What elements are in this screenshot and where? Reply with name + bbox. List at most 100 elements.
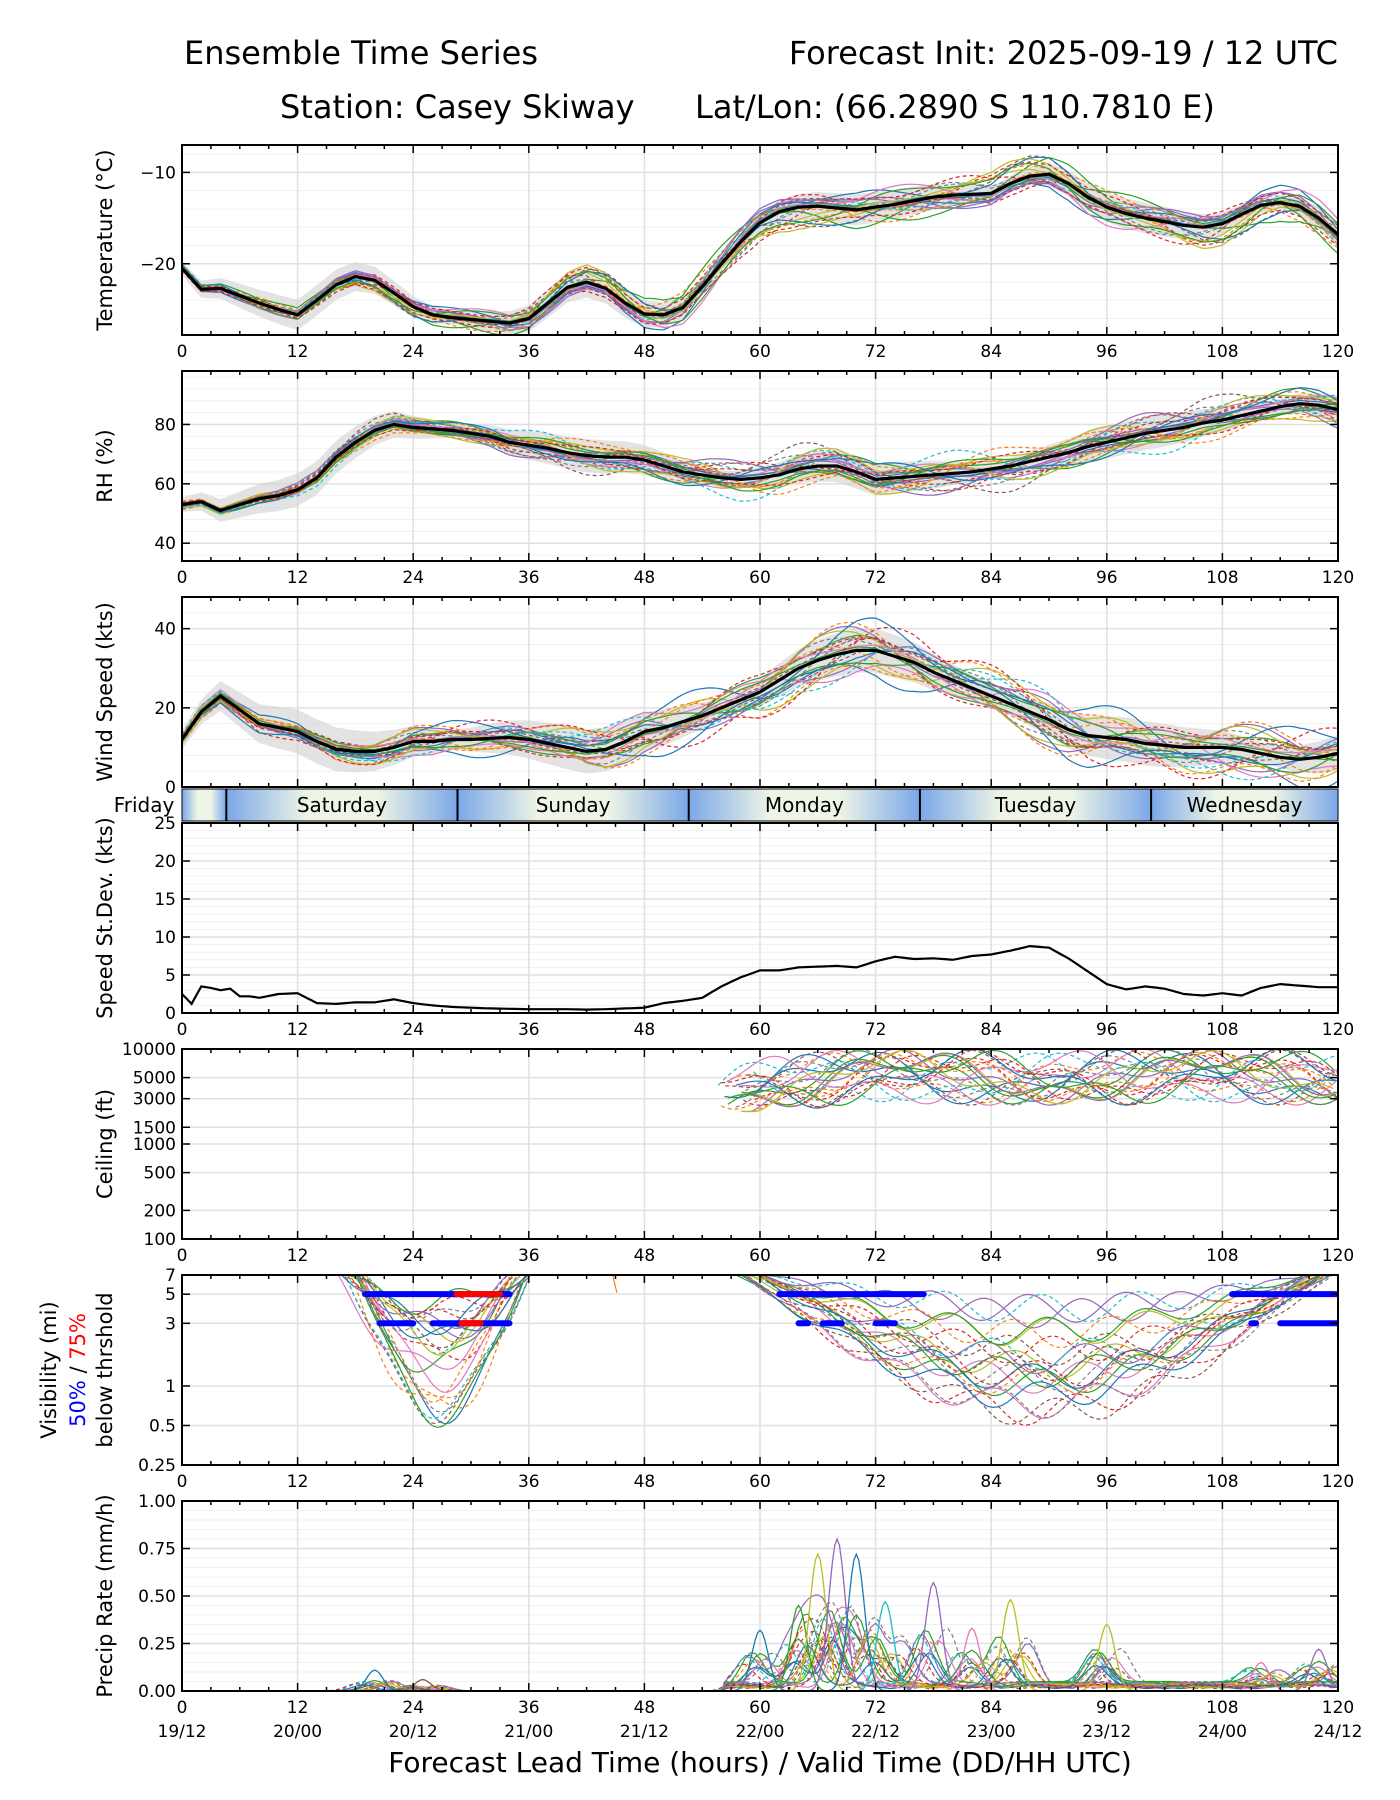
panel-precip_rate: 0.00 0.25 0.50 0.75 1.00 0 12 24 36 48 60 72 84 96 108… <box>93 1492 1363 1742</box>
x-tick-label: 36 <box>518 1698 540 1718</box>
precip-peak <box>856 1600 915 1691</box>
y-tick-label: 100 <box>144 1230 176 1250</box>
ensemble-member-line <box>182 637 1338 780</box>
ensemble-member-line <box>182 174 1338 325</box>
threshold-label: below thrshold <box>93 1292 117 1447</box>
ensemble-member-line <box>182 162 1338 325</box>
y-tick-label: 0 <box>165 1004 176 1024</box>
day-label: Friday <box>114 793 175 817</box>
precip-peak <box>1289 1648 1338 1691</box>
x-axis: 0 12 24 36 48 60 72 84 96 108 120 <box>177 823 1354 1040</box>
valid-time-label: 23/12 <box>1082 1722 1131 1742</box>
precip-peak <box>808 1537 867 1691</box>
x-tick-label: 36 <box>518 568 540 588</box>
day-segment <box>457 789 689 821</box>
station-latlon: Lat/Lon: (66.2890 S 110.7810 E) <box>695 88 1215 126</box>
day-segment <box>226 789 458 821</box>
plot-area <box>337 1275 1338 1429</box>
visibility-member-line <box>754 1275 1322 1323</box>
x-tick-label: 24 <box>402 1472 424 1492</box>
ceiling-member-line <box>741 1050 1335 1107</box>
threshold-legend: 50% / 75% <box>66 1313 90 1427</box>
ensemble-member-line <box>182 393 1338 513</box>
y-tick-label: 5 <box>165 966 176 986</box>
visibility-member-line <box>757 1275 1322 1388</box>
x-tick-label: 0 <box>177 1020 188 1040</box>
y-tick-label: 1.00 <box>138 1492 176 1512</box>
figure-header: Ensemble Time Series Forecast Init: 2025… <box>184 34 1338 126</box>
ceiling-member-line <box>748 1052 1337 1108</box>
valid-time-label: 23/00 <box>967 1722 1016 1742</box>
valid-time-label: 19/12 <box>158 1722 207 1742</box>
plot-area <box>182 944 1338 1011</box>
x-tick-label: 120 <box>1322 1246 1354 1266</box>
x-axis: 0 12 24 36 48 60 72 84 96 108 120 <box>177 1275 1354 1492</box>
ensemble-member-line <box>182 646 1338 773</box>
x-tick-label: 84 <box>980 1472 1002 1492</box>
x-tick-label: 0 <box>177 342 188 362</box>
day-segment <box>1151 789 1338 821</box>
valid-time-label: 24/00 <box>1198 1722 1247 1742</box>
y-tick-label: 0.5 <box>149 1416 176 1436</box>
x-tick-label: 12 <box>287 1698 309 1718</box>
y-axis-label: Wind Speed (kts) <box>93 602 117 782</box>
y-tick-label: 0.75 <box>138 1540 176 1560</box>
x-tick-label: 96 <box>1096 1472 1118 1492</box>
x-tick-label: 48 <box>634 342 656 362</box>
x-tick-label: 48 <box>634 1246 656 1266</box>
ensemble-member-line <box>182 394 1338 515</box>
visibility-member-line <box>337 1275 511 1371</box>
y-tick-label: 40 <box>154 620 176 640</box>
ceiling-member-line <box>743 1053 1337 1106</box>
plot-area <box>182 387 1338 522</box>
grid <box>181 822 1339 1014</box>
y-tick-label: 0.25 <box>138 1635 176 1655</box>
visibility-member-line <box>756 1275 1319 1349</box>
day-segment <box>182 789 227 821</box>
visibility-member-line <box>741 1275 1332 1419</box>
x-axis: 0 12 24 36 48 60 72 84 96 108 120 19/12 20/00 20/12 21… <box>158 1501 1363 1742</box>
valid-time-label: 22/00 <box>736 1722 785 1742</box>
ceiling-member-line <box>745 1049 1338 1106</box>
ensemble-member-line <box>182 637 1338 764</box>
x-tick-label: 108 <box>1206 342 1238 362</box>
y-tick-label: 5 <box>165 1285 176 1305</box>
x-axis: 0 12 24 36 48 60 72 84 96 108 120 <box>177 371 1354 588</box>
x-tick-label: 12 <box>287 342 309 362</box>
panel-relative_humidity: 40 60 80 0 12 24 36 48 60 72 84 96 108 120 RH (%) <box>93 370 1354 588</box>
y-tick-label: 25 <box>154 814 176 834</box>
y-tick-label: 7 <box>165 1266 176 1286</box>
y-axis: 0 20 40 <box>154 620 1338 798</box>
y-tick-label: 1000 <box>133 1135 176 1155</box>
figure-title: Ensemble Time Series <box>184 34 538 72</box>
x-tick-label: 96 <box>1096 1246 1118 1266</box>
ensemble-spread <box>182 162 1338 335</box>
x-axis: 0 12 24 36 48 60 72 84 96 108 120 <box>177 1049 1354 1266</box>
legend-50pct: 50% <box>66 1380 90 1427</box>
y-tick-label: 1500 <box>133 1118 176 1138</box>
day-label: Wednesday <box>1187 793 1303 817</box>
visibility-member-line <box>742 1275 1331 1347</box>
x-tick-label: 0 <box>177 1472 188 1492</box>
x-tick-label: 60 <box>749 1698 771 1718</box>
precip-peak <box>731 1629 789 1691</box>
day-label: Monday <box>765 793 844 817</box>
precip-peak <box>769 1604 828 1691</box>
y-axis: −20 −10 <box>140 163 1338 275</box>
ceiling-member-line <box>730 1051 1334 1104</box>
x-tick-label: 96 <box>1096 342 1118 362</box>
precip-member-line <box>182 1617 1338 1691</box>
y-tick-label: 20 <box>154 852 176 872</box>
x-tick-label: 84 <box>980 1020 1002 1040</box>
valid-time-label: 20/00 <box>273 1722 322 1742</box>
x-tick-label: 48 <box>634 568 656 588</box>
x-tick-label: 0 <box>177 1698 188 1718</box>
valid-time-label: 21/00 <box>504 1722 553 1742</box>
visibility-member-line <box>344 1275 529 1425</box>
y-tick-label: 0 <box>165 778 176 798</box>
visibility-member-line <box>741 1275 1323 1420</box>
visibility-member-line <box>350 1275 510 1399</box>
y-tick-label: 10000 <box>122 1040 176 1060</box>
visibility-member-line <box>760 1275 1312 1394</box>
x-tick-label: 120 <box>1322 1698 1354 1718</box>
